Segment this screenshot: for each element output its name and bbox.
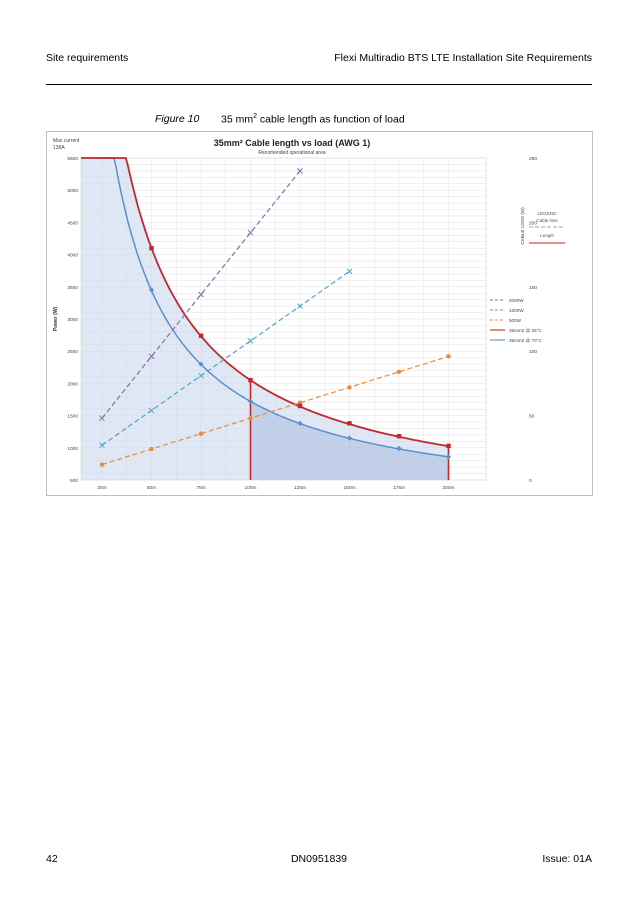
chart-frame: 500 1000 1500 2000 2500 3000 3500 4000 4500 5000 5… [46,131,593,496]
legend-length-label: Length [540,233,554,238]
y2-tick-label: 250 [529,156,537,162]
y-tick-label: 5500 [67,156,78,162]
data-point-marker [396,369,402,375]
y2-tick-label: 100 [529,349,537,355]
y-tick-label: 1500 [67,414,78,420]
data-point-marker [99,442,105,449]
data-point-marker [297,303,303,309]
data-point-marker [446,443,451,449]
legend-entry: 2000W [509,298,524,303]
data-point-marker [445,454,452,460]
data-point-marker [396,434,402,439]
figure-caption-pre: 35 mm [221,113,254,126]
x-tick-label: 200m [443,485,455,491]
figure-caption: 35 mm2 cable length as function of load [221,113,405,126]
legend-entry: 35mm2 @ 70°C [509,338,542,343]
data-point-marker [247,229,254,236]
header-section-title: Site requirements [46,52,129,64]
y-tick-label: 2500 [67,349,78,355]
data-point-marker [198,333,204,338]
y-tick-label: 4500 [67,220,78,226]
data-point-marker [99,415,105,422]
x-tick-label: 150m [344,485,356,491]
y2-axis-label: CABLE LOSS (W) [520,207,525,245]
y-tick-label: 4000 [67,253,78,259]
data-point-marker [148,353,155,360]
data-point-marker [247,338,254,344]
data-point-marker [148,407,155,414]
figure-label: Figure 10 [155,113,200,125]
data-point-marker [297,420,303,426]
x-tick-label: 50m [147,485,156,491]
footer-document-id: DN0951839 [290,853,348,865]
data-point-marker [297,168,303,174]
y2-tick-label: 200 [529,220,537,226]
figure-caption-post: cable length as function of load [257,113,405,126]
legend-title: LEGEND [538,211,558,216]
series-line-25c [81,157,449,448]
legend-entry: 1500W [509,308,524,313]
header-divider [46,84,592,85]
x-tick-label: 175m [393,485,405,491]
data-point-marker [149,446,154,452]
y-tick-label: 1000 [67,446,78,452]
data-point-marker [149,245,154,251]
series-line-1500w [101,270,350,446]
series-line-500w [101,355,449,466]
y2-tick-label: 0 [529,478,532,484]
data-point-marker [446,354,451,359]
chart-subtitle: Recomended operational area [258,150,325,156]
legend-entry: 500W [509,318,522,323]
header-document-title: Flexi Multiradio BTS LTE Installation Si… [334,52,592,64]
data-point-marker [99,462,105,467]
x-tick-label: 100m [245,485,257,491]
data-point-marker [248,415,253,421]
y-tick-label: 2000 [67,381,78,387]
max-current-value: 138A [53,145,65,151]
data-point-marker [347,421,352,426]
data-point-marker [297,403,303,409]
data-point-marker [247,398,254,405]
x-tick-label: 125m [294,485,306,491]
data-point-marker [198,291,204,298]
legend-loss-label: Cable loss [536,218,558,223]
y-tick-label: 500 [70,478,78,484]
x-tick-label: 75m [196,485,205,491]
y-axis-label: Power (W) [53,306,59,331]
data-point-marker [198,372,204,379]
y-tick-label: 5000 [67,188,78,194]
series-line-2000w [101,170,301,419]
data-point-marker [346,435,353,441]
recommended-area [81,158,449,480]
data-point-marker [396,445,402,452]
legend-entry: 35mm2 @ 25°C [509,328,542,333]
footer-issue: Issue: 01A [542,853,592,865]
data-point-marker [198,431,204,436]
x-tick-label: 25m [97,485,106,491]
chart-title: 35mm² Cable length vs load (AWG 1) [214,138,371,148]
y2-tick-label: 150 [529,285,537,291]
max-current-label: Max current [53,138,80,144]
figure-caption-sup: 2 [253,113,257,120]
y-tick-label: 3500 [67,285,78,291]
cable-length-chart: 5001000150020002500300035004000450050005… [53,138,565,491]
data-point-marker [347,385,352,390]
y-tick-label: 3000 [67,317,78,323]
footer-page-number: 42 [46,853,58,865]
data-point-marker [248,377,253,383]
data-point-marker [346,268,353,275]
y2-tick-label: 50 [529,414,535,420]
